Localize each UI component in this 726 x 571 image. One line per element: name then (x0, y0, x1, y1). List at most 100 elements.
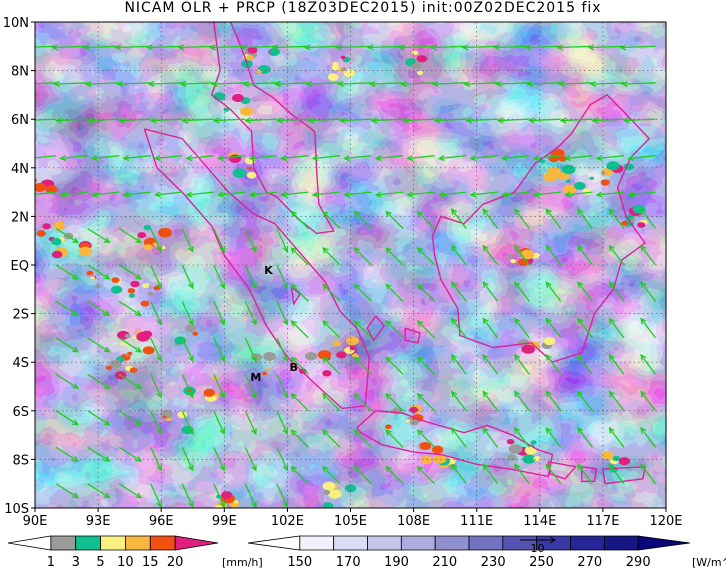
precip-cell (305, 351, 318, 361)
wind-vector (181, 410, 194, 436)
wind-vector (322, 247, 341, 266)
wind-vector (385, 392, 404, 412)
wind-vector (55, 373, 80, 389)
wind-vector (514, 353, 530, 375)
lon-tick-label: 105E (334, 514, 367, 529)
precip-cell (45, 185, 58, 194)
wind-vector (213, 228, 226, 253)
wind-vector (385, 319, 404, 339)
wind-vector (290, 247, 309, 266)
precipitation-patches (35, 46, 648, 508)
wind-vector (482, 390, 499, 412)
wind-vector (526, 80, 561, 87)
precip-cell (124, 333, 131, 339)
wind-vector (514, 281, 530, 302)
wind-vector (469, 154, 498, 162)
lat-tick-label: 8N (11, 65, 29, 80)
wind-vector (353, 210, 372, 229)
precip-colorbar: 1 3 5 10 15 20 [mm/h] (7, 535, 263, 570)
wind-vector (276, 374, 289, 399)
wind-vector (545, 208, 562, 229)
precip-cell (269, 48, 281, 56)
precip-cell (533, 456, 541, 462)
precip-cell (192, 331, 199, 336)
wind-vector (608, 208, 625, 229)
precip-cell (161, 246, 166, 250)
wind-vector (122, 191, 151, 198)
wind-vector (450, 463, 467, 485)
precip-colorbar-label: 20 (167, 555, 184, 570)
lat-tick-label: 2N (11, 210, 29, 225)
precip-cell (543, 172, 558, 182)
wind-vector (385, 283, 404, 302)
precip-cell (606, 161, 620, 171)
wind-vector (545, 390, 562, 412)
wind-vector (370, 117, 404, 124)
wind-vector (482, 317, 499, 339)
wind-vector (353, 465, 372, 485)
precip-cell (621, 220, 628, 226)
wind-vector (353, 392, 372, 412)
wind-vector (591, 117, 624, 124)
wind-vector (514, 463, 530, 485)
olr-colorbar-swatch (570, 535, 605, 551)
precip-cell (130, 280, 140, 288)
axis-labels: 90E 93E 96E 99E 102E 105E 108E 111E 114E 117E 120E… (3, 16, 683, 529)
wind-vector (118, 337, 143, 353)
wind-vector (276, 447, 289, 472)
precip-cell (105, 365, 112, 370)
wind-vector (303, 44, 341, 51)
wind-vector (276, 228, 289, 253)
wind-vector (406, 154, 435, 162)
precip-cell (221, 491, 233, 499)
wind-vector (147, 80, 183, 87)
precip-cell (508, 444, 523, 454)
wind-vector (290, 465, 309, 485)
precip-cell (90, 276, 96, 280)
wind-vector (532, 191, 561, 198)
precip-cell (162, 415, 167, 419)
wind-vector (181, 483, 194, 508)
precip-cell (129, 367, 138, 373)
olr-colorbar: 150 170 190 210 230 250 270 290 [W/m^2] 10 (247, 535, 726, 570)
precip-cell (246, 171, 257, 179)
wind-vector (275, 117, 309, 124)
precip-cell (520, 249, 535, 260)
wind-vector (545, 281, 562, 302)
wind-vector (116, 80, 151, 87)
wind-vector (416, 283, 436, 302)
wind-vector (82, 44, 120, 51)
wind-vector (493, 44, 530, 51)
wind-vector (177, 44, 214, 51)
wind-vector (494, 80, 530, 87)
wind-vector (54, 117, 88, 124)
precip-cell (600, 171, 606, 175)
wind-vector (242, 80, 277, 87)
station-b: B (290, 361, 298, 374)
wind-vector (528, 117, 561, 124)
wind-vector (353, 319, 372, 339)
wind-vector (608, 281, 625, 302)
wind-vector (122, 154, 151, 162)
precip-cell (246, 55, 255, 61)
wind-vector (181, 117, 214, 124)
wind-vector (244, 410, 257, 436)
olr-colorbar-swatch (637, 535, 691, 551)
wind-vector (150, 301, 162, 326)
precip-cell (524, 446, 537, 455)
precip-cell (203, 388, 215, 397)
precip-cell (411, 62, 422, 70)
precip-cell (507, 454, 517, 461)
wind-vector (398, 44, 435, 51)
wind-vector (545, 317, 562, 339)
wind-vector (90, 191, 120, 198)
wind-vector (322, 319, 341, 339)
precip-cell (409, 419, 419, 426)
map-title: NICAM OLR + PRCP (18Z03DEC2015) init:00Z… (124, 0, 602, 16)
wind-vector (59, 191, 88, 198)
wind-vector (450, 353, 467, 375)
wind-vector (577, 353, 593, 375)
precip-cell (540, 159, 546, 164)
wind-vector (55, 337, 80, 353)
wind-vector (244, 337, 257, 363)
